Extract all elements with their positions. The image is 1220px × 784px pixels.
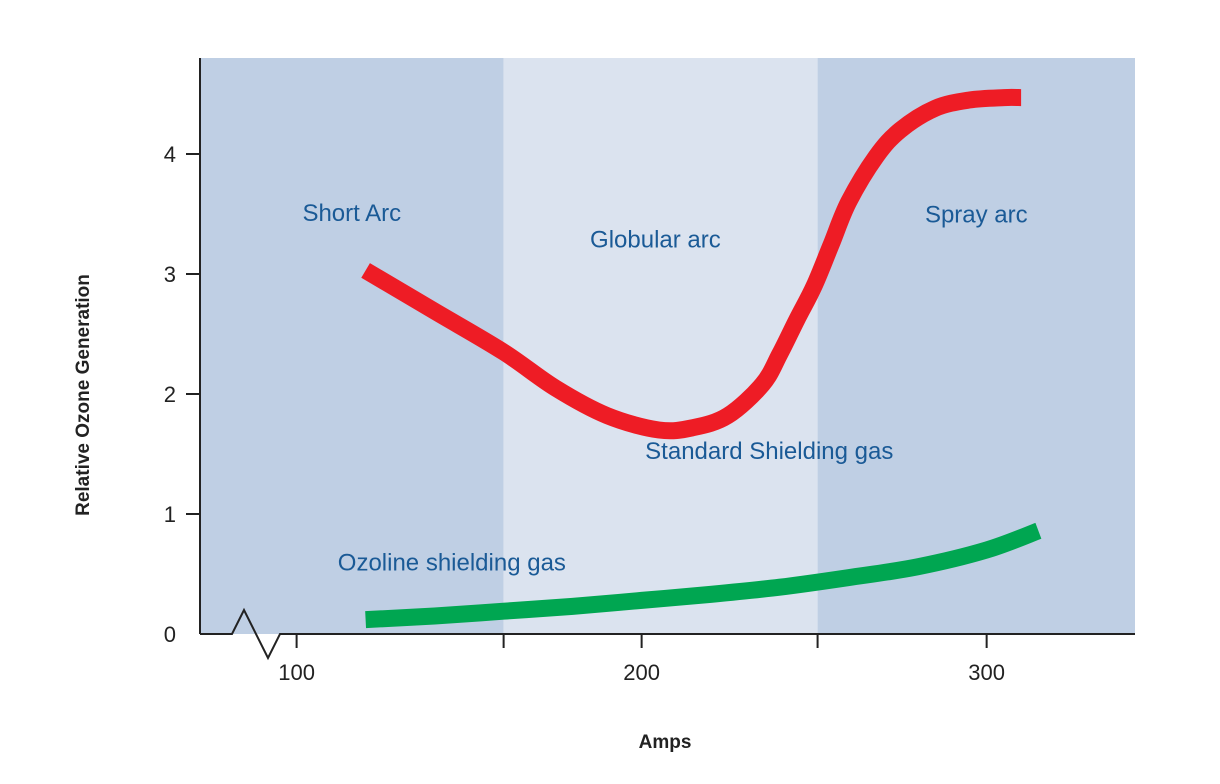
- y-axis-title: Relative Ozone Generation: [73, 274, 94, 516]
- x-tick-label-200: 200: [623, 660, 660, 685]
- axes: 0 1 2 3 4 100 200 300: [164, 58, 1135, 685]
- y-tick-label-3: 3: [164, 262, 176, 287]
- x-tick-label-300: 300: [968, 660, 1005, 685]
- region-globular-arc: [503, 58, 818, 634]
- x-tick-label-100: 100: [278, 660, 315, 685]
- y-tick-label-0: 0: [164, 622, 176, 647]
- x-axis-title: Amps: [639, 732, 692, 753]
- region-short-arc: [200, 58, 504, 634]
- series-label-ozoline-shielding-gas: Ozoline shielding gas: [338, 549, 566, 576]
- chart-labels: Short Arc Globular arc Spray arc Standard S…: [302, 200, 1027, 576]
- series-curves: [361, 88, 1042, 629]
- region-label-short-arc: Short Arc: [302, 200, 401, 227]
- x-axis-line: [200, 607, 1135, 661]
- region-label-globular-arc: Globular arc: [590, 227, 721, 254]
- series-line-ozoline-shielding-gas: [365, 522, 1042, 629]
- series-line-standard-shielding-gas: [361, 88, 1022, 440]
- series-label-standard-shielding-gas: Standard Shielding gas: [645, 438, 893, 465]
- y-tick-label-4: 4: [164, 142, 176, 167]
- y-tick-label-2: 2: [164, 382, 176, 407]
- y-tick-label-1: 1: [164, 502, 176, 527]
- region-label-spray-arc: Spray arc: [925, 201, 1028, 228]
